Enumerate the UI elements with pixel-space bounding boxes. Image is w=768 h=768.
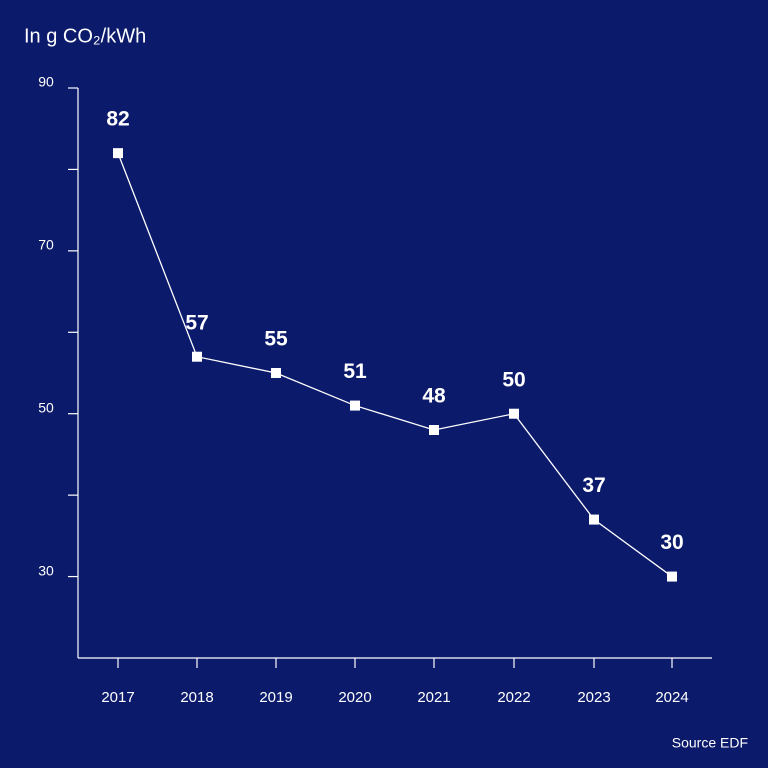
x-tick-label: 2020	[338, 689, 371, 706]
x-tick-label: 2018	[180, 689, 213, 706]
x-tick-label: 2024	[655, 689, 688, 706]
data-label: 51	[343, 360, 367, 383]
point	[350, 400, 360, 411]
data-label: 48	[422, 385, 446, 408]
x-tick-label: 2023	[577, 689, 610, 706]
y-tick-label: 70	[38, 237, 54, 253]
x-tick-label: 2019	[259, 689, 292, 706]
data-label: 55	[264, 328, 288, 351]
x-tick-label: 2022	[497, 689, 530, 706]
data-label: 50	[502, 368, 525, 391]
chart-title: In g CO₂/kWh	[24, 25, 146, 47]
y-tick-label: 50	[38, 399, 54, 415]
point	[271, 368, 281, 378]
data-label: 37	[582, 474, 605, 497]
y-tick-label: 90	[38, 74, 54, 90]
data-label: 30	[660, 531, 683, 554]
point	[667, 571, 677, 582]
point	[589, 514, 599, 525]
point	[429, 425, 439, 435]
point	[509, 408, 519, 419]
data-label: 57	[185, 311, 208, 334]
source: Source EDF	[672, 735, 748, 751]
x-tick-label: 2017	[101, 689, 134, 706]
point	[113, 148, 123, 159]
x-tick-label: 2021	[417, 689, 450, 706]
point	[192, 351, 202, 362]
y-tick-label: 30	[38, 562, 54, 578]
line	[117, 152, 673, 578]
data-label: 82	[106, 108, 129, 131]
